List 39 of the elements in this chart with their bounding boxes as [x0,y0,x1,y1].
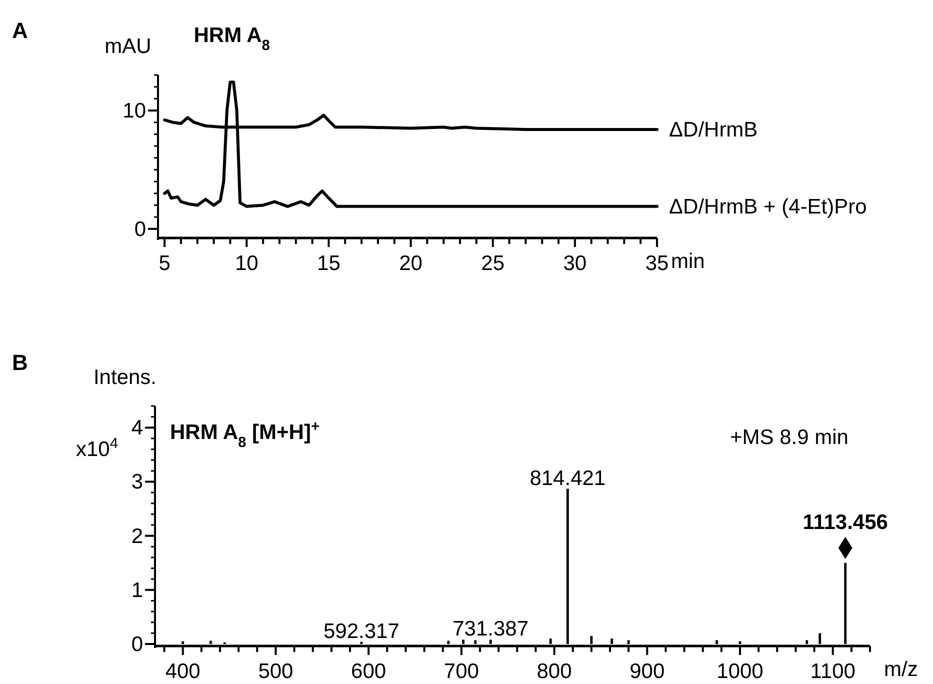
x-tick-label: 35 [645,252,669,275]
y-tick-label: 1 [131,578,143,602]
x-tick-label: 400 [165,660,200,683]
annotation: +MS 8.9 min [730,426,848,449]
x-tick-label: 5 [158,252,170,275]
y-tick-label: 10 [122,100,146,123]
annotation: 592.317 [323,620,400,643]
y-tick-label: 3 [131,470,143,494]
y-tick-label: 0 [131,633,143,656]
x-tick-label: 500 [258,660,294,683]
annotation: 731.387 [452,618,529,641]
chart-title: B [12,350,28,375]
y2-axis-title: x10$^{4}$ [76,436,118,461]
y-axis-title: mAU [104,35,152,58]
x-axis-title: m/z [884,658,918,681]
y-axis-title: Intens. [93,366,157,389]
y-tick-label: 4 [131,416,144,440]
x-tick-label: 1100 [810,660,856,683]
x-tick-label: 800 [536,660,572,683]
x-tick-label: 30 [563,252,587,275]
x-tick-label: 900 [630,660,665,683]
chart-title: A [12,18,28,43]
x-tick-label: 20 [399,252,422,275]
x-tick-label: 600 [351,660,386,683]
y-tick-label: 2 [131,524,143,548]
series-label: ΔD/HrmB [669,118,758,142]
x-tick-label: 700 [444,660,479,683]
x-axis-title: min [671,250,705,273]
x-tick-label: 25 [481,252,505,275]
annotation: HRM A$_{8}$ [194,24,270,54]
annotation: 1113.456 [802,510,888,534]
series-label: ΔD/HrmB + (4-Et)Pro [669,195,867,218]
x-tick-label: 15 [317,252,340,275]
annotation: HRM A$_{8}$ [M+H]$^{+}$ [170,419,320,451]
annotation: 814.421 [530,466,606,490]
line-series [163,80,658,208]
x-tick-label: 10 [234,252,258,275]
x-tick-label: 1000 [716,660,764,683]
y-tick-label: 0 [134,218,146,241]
